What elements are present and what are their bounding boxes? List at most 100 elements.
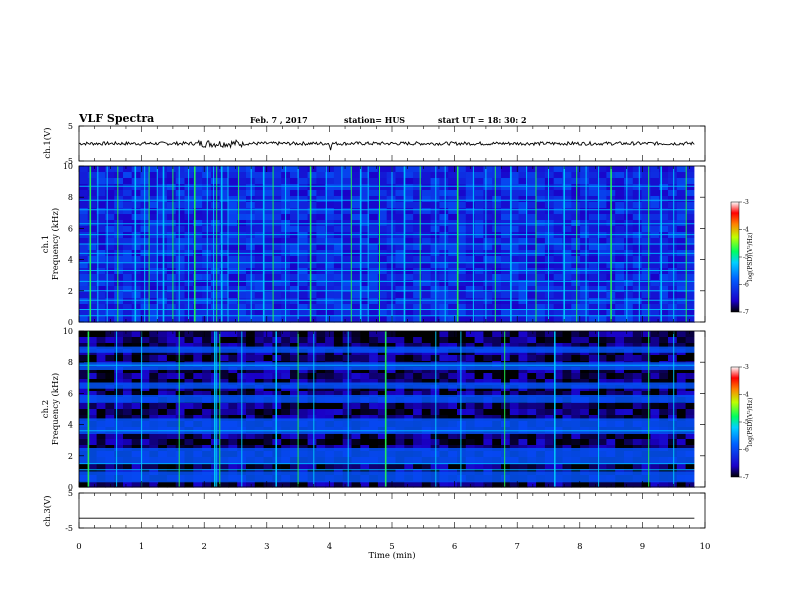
ch1-spec-background-cell (123, 298, 133, 305)
ch1-spec-background-cell (166, 310, 177, 317)
ch1-spec-background-cell (483, 274, 493, 281)
ch1-spec-background-cell (685, 268, 695, 275)
ch1-spec-background-cell (571, 256, 581, 263)
ch2-spec-background-cell (465, 439, 476, 446)
ch1-spec-background-cell (632, 298, 643, 305)
ch2-spec-background-cell (615, 343, 625, 350)
ch2-spec-background-cell (96, 481, 106, 488)
ch2-spec-background-cell (290, 481, 300, 488)
ch2-spec-background-cell (377, 355, 388, 362)
ch1-spec-background-cell (518, 256, 528, 263)
ch2-spec-band (79, 362, 695, 370)
ch1-spec-background-cell (149, 178, 159, 185)
ch1-spec-background-cell (228, 256, 238, 263)
ch1-spec-background-cell (624, 310, 634, 317)
ch1-spec-background-cell (632, 256, 643, 263)
ch2-spec-background-cell (184, 331, 194, 338)
ch1-spec-background-cell (641, 208, 651, 215)
ch1-spec-background-cell (237, 292, 247, 299)
ch1-spec-background-cell (184, 268, 194, 275)
ch2-spec-background-cell (404, 415, 414, 422)
ch1-spec-background-cell (457, 262, 467, 269)
ch2-spec-background-cell (553, 409, 564, 416)
ch1-spec-background-cell (632, 190, 643, 197)
ch2-spec-background-cell (439, 439, 449, 446)
ch1-spec-background-cell (254, 190, 265, 197)
ch1-spec-background-cell (650, 244, 660, 251)
ch2-spec-background-cell (254, 463, 265, 470)
date-label: Feb. 7 , 2017 (250, 115, 308, 125)
ch1-spec-background-cell (624, 208, 634, 215)
ch1-spec-background-cell (624, 268, 634, 275)
ch1-spec-background-cell (527, 244, 537, 251)
ch2-spec-background-cell (263, 367, 273, 374)
ch2-spec-background-cell (351, 481, 361, 488)
ch1-spec-background-cell (219, 268, 230, 275)
ch2-spec-background-cell (219, 415, 230, 422)
ch1-spec-background-cell (395, 292, 405, 299)
ch1-spec-background-cell (166, 304, 177, 311)
ch2-spec-background-cell (360, 403, 370, 410)
ch2-spec-background-cell (351, 463, 361, 470)
ch2-spec-background-cell (457, 433, 467, 440)
ch2-spec-background-cell (96, 409, 106, 416)
ch1-spec-background-cell (544, 232, 555, 239)
ch1-spec-background-cell (149, 292, 159, 299)
ch1-spec-background-cell (509, 172, 520, 179)
ch1-spec-background-cell (193, 226, 203, 233)
ch1-spec-background-cell (518, 178, 528, 185)
ch2-spec-background-cell (527, 415, 537, 422)
ch1-spec-background-cell (483, 178, 493, 185)
ch1-spec-background-cell (175, 238, 186, 245)
ch1-spec-background-cell (79, 226, 89, 233)
ch1-spec-background-cell (580, 232, 590, 239)
ch2-spec-background-cell (184, 337, 194, 344)
ch1-spec-background-cell (237, 244, 247, 251)
ch2-spec-background-cell (404, 463, 414, 470)
ch1-spec-background-cell (536, 286, 546, 293)
ch1-spec-background-cell (298, 166, 309, 173)
ch1-spec-background-cell (325, 244, 335, 251)
ch1-spec-background-cell (290, 232, 300, 239)
ch2-spec-background-cell (483, 439, 493, 446)
ch1-spec-background-cell (544, 202, 555, 209)
ch1-spec-background-cell (342, 184, 353, 191)
ch2-spec-background-cell (562, 433, 572, 440)
ch1-spec-background-cell (131, 214, 142, 221)
ch2-spec-background-cell (413, 409, 423, 416)
ch1-spec-background-cell (254, 238, 265, 245)
ch2-spec-background-cell (395, 463, 405, 470)
ch1-spec-background-cell (290, 166, 300, 173)
ch2-spec-background-cell (105, 343, 115, 350)
ch1-spec-background-cell (544, 268, 555, 275)
ch1-spec-background-cell (448, 190, 458, 197)
ch1-spec-background-cell (369, 214, 379, 221)
ch1-spec-background-cell (501, 232, 511, 239)
ch1-spec-background-cell (333, 292, 344, 299)
ch2-spec-background-cell (624, 403, 634, 410)
ch2-spec-background-cell (536, 403, 546, 410)
ch1-spec-background-cell (184, 172, 194, 179)
ch2-spec-background-cell (509, 463, 520, 470)
ch1-spec-background-cell (228, 316, 238, 323)
ch2-spec-background-cell (404, 391, 414, 398)
ch1-spec-background-cell (527, 280, 537, 287)
ch1-spec-background-cell (421, 190, 432, 197)
ch1-spec-background-cell (149, 232, 159, 239)
ch2-spec-background-cell (439, 415, 449, 422)
ch1-spec-background-cell (184, 214, 194, 221)
ch1-spec-background-cell (650, 256, 660, 263)
ch1-spec-background-cell (465, 262, 476, 269)
ch1-spec-background-cell (501, 190, 511, 197)
ch2-spec-background-cell (536, 439, 546, 446)
ch1-spec-background-cell (676, 190, 687, 197)
ch1-spec-background-cell (588, 280, 599, 287)
ch2-spec-background-cell (615, 331, 625, 338)
ch1-spec-background-cell (360, 280, 370, 287)
ch1-spec-background-cell (307, 202, 317, 209)
ch1-spec-background-cell (448, 274, 458, 281)
ch2-spec-background-cell (298, 403, 309, 410)
ch2-spec-background-cell (298, 331, 309, 338)
ch2-spec-background-cell (254, 415, 265, 422)
ch1-spec-background-cell (123, 190, 133, 197)
